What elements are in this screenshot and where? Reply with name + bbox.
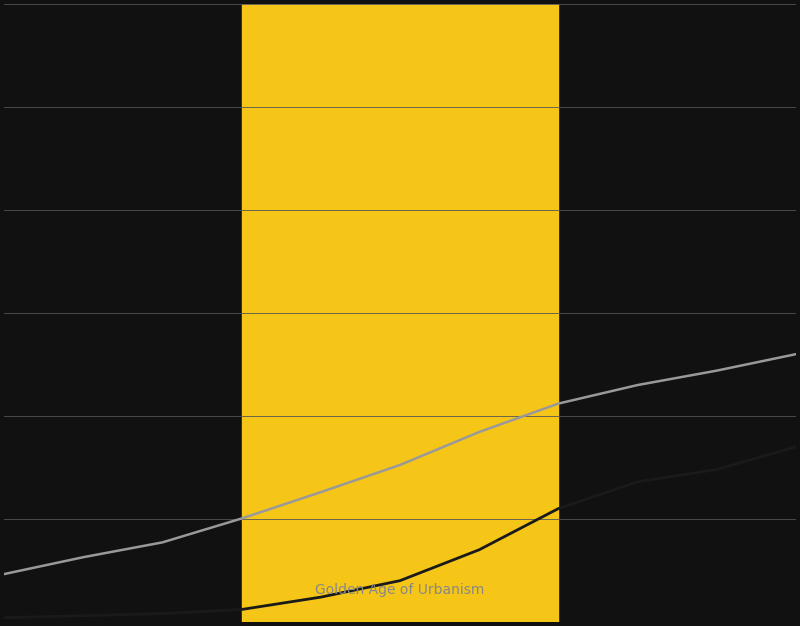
Bar xyxy=(242,4,558,622)
Text: Golden Age of Urbanism: Golden Age of Urbanism xyxy=(315,583,485,597)
